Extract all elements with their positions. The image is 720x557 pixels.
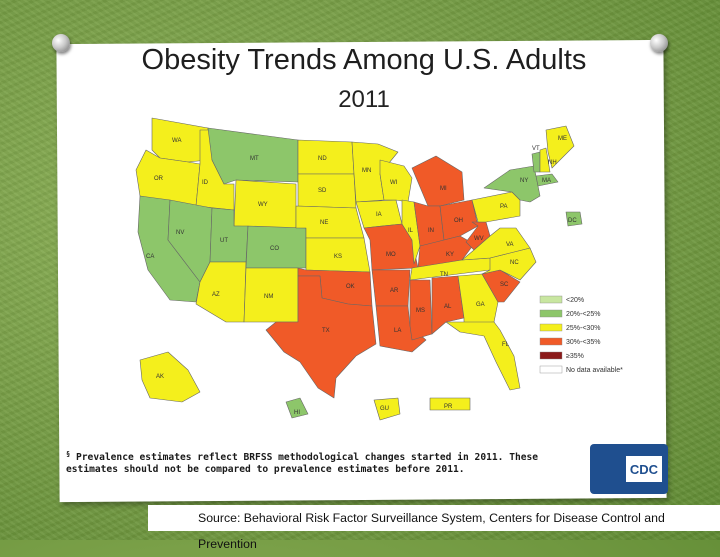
label-ar: AR bbox=[390, 288, 399, 294]
footnote-text: Prevalence estimates reflect BRFSS metho… bbox=[66, 452, 539, 476]
label-ok: OK bbox=[346, 284, 355, 290]
label-nh: NH bbox=[548, 160, 557, 166]
label-pa: PA bbox=[500, 204, 508, 210]
label-mt: MT bbox=[250, 156, 259, 162]
label-gu: GU bbox=[380, 406, 389, 412]
label-or: OR bbox=[154, 176, 164, 182]
label-nc: NC bbox=[510, 260, 519, 266]
state-mi bbox=[411, 155, 465, 207]
cdc-logo-text: CDC bbox=[626, 456, 662, 482]
label-dc: DC bbox=[568, 218, 577, 224]
label-co: CO bbox=[270, 246, 279, 252]
label-wa: WA bbox=[172, 138, 181, 144]
label-ne: NE bbox=[320, 220, 328, 226]
state-hi bbox=[285, 397, 309, 419]
legend-swatch-30to35 bbox=[539, 337, 563, 346]
state-tx bbox=[265, 275, 377, 399]
label-tn: TN bbox=[440, 272, 448, 278]
label-il: IL bbox=[408, 228, 414, 234]
footnote-marker: § bbox=[66, 450, 71, 458]
label-ny: NY bbox=[520, 178, 528, 184]
legend-swatch-ge35 bbox=[539, 351, 563, 360]
label-va: VA bbox=[506, 242, 514, 248]
label-pr: PR bbox=[444, 404, 453, 410]
slide-subtitle: 2011 bbox=[338, 86, 390, 113]
label-ga: GA bbox=[476, 302, 485, 308]
label-ak: AK bbox=[156, 374, 164, 380]
state-nc bbox=[481, 247, 537, 281]
cdc-logo: CDC bbox=[590, 444, 668, 494]
pushpin-right-icon bbox=[650, 34, 668, 52]
label-ut: UT bbox=[220, 238, 228, 244]
source-caption: Source: Behavioral Risk Factor Surveilla… bbox=[148, 505, 720, 551]
label-nm: NM bbox=[264, 294, 273, 300]
label-ks: KS bbox=[334, 254, 342, 260]
label-az: AZ bbox=[212, 292, 220, 298]
legend-swatch-25to30 bbox=[539, 323, 563, 332]
legend-label-nodata: No data available* bbox=[566, 367, 623, 374]
state-ne bbox=[295, 205, 365, 239]
label-vt: VT bbox=[532, 146, 540, 152]
legend-label-30to35: 30%-<35% bbox=[566, 339, 600, 346]
legend-label-20to25: 20%-<25% bbox=[566, 311, 600, 318]
label-nv: NV bbox=[176, 230, 184, 236]
map-legend: <20% 20%-<25% 25%-<30% 30%-<35% ≥35% No … bbox=[539, 295, 623, 374]
legend-label-ge35: ≥35% bbox=[566, 353, 584, 360]
state-dc bbox=[565, 211, 583, 227]
legend-swatch-lt20 bbox=[539, 295, 563, 304]
state-ms bbox=[409, 279, 433, 341]
pushpin-left-icon bbox=[52, 34, 70, 52]
legend-label-25to30: 25%-<30% bbox=[566, 325, 600, 332]
us-obesity-map: WA OR CA ID NV MT WY UT AZ CO NM ND SD N… bbox=[135, 117, 623, 421]
state-fl bbox=[445, 321, 521, 391]
state-la bbox=[375, 305, 427, 353]
state-me bbox=[545, 125, 575, 169]
state-ny bbox=[483, 165, 541, 203]
state-va bbox=[461, 227, 531, 261]
label-wy: WY bbox=[258, 202, 268, 208]
state-al bbox=[431, 275, 465, 335]
label-ky: KY bbox=[446, 252, 454, 258]
label-wi: WI bbox=[390, 180, 398, 186]
state-gu bbox=[373, 397, 401, 421]
label-ma: MA bbox=[542, 178, 551, 184]
label-ia: IA bbox=[376, 212, 382, 218]
label-al: AL bbox=[444, 304, 452, 310]
label-mi: MI bbox=[440, 186, 447, 192]
label-sd: SD bbox=[318, 188, 327, 194]
label-wv: WV bbox=[474, 236, 484, 242]
state-oh bbox=[439, 199, 479, 241]
state-pr bbox=[429, 397, 471, 411]
label-la: LA bbox=[394, 328, 401, 334]
label-hi: HI bbox=[294, 410, 300, 416]
label-id: ID bbox=[202, 180, 209, 186]
slide-title: Obesity Trends Among U.S. Adults bbox=[141, 44, 587, 76]
state-ak bbox=[139, 351, 201, 403]
footnote: § Prevalence estimates reflect BRFSS met… bbox=[66, 448, 566, 476]
label-me: ME bbox=[558, 136, 567, 142]
label-mn: MN bbox=[362, 168, 371, 174]
legend-swatch-20to25 bbox=[539, 309, 563, 318]
state-pa bbox=[471, 191, 521, 223]
label-ms: MS bbox=[416, 308, 425, 314]
label-tx: TX bbox=[322, 328, 330, 334]
label-in: IN bbox=[428, 228, 434, 234]
label-oh: OH bbox=[454, 218, 463, 224]
state-sd bbox=[297, 173, 357, 209]
label-sc: SC bbox=[500, 282, 509, 288]
legend-swatch-nodata bbox=[539, 365, 563, 374]
state-nh bbox=[539, 147, 551, 173]
label-mo: MO bbox=[386, 252, 396, 258]
label-fl: FL bbox=[502, 342, 510, 348]
legend-label-lt20: <20% bbox=[566, 297, 584, 304]
label-ca: CA bbox=[146, 254, 154, 260]
state-ma bbox=[535, 173, 559, 187]
label-nd: ND bbox=[318, 156, 327, 162]
